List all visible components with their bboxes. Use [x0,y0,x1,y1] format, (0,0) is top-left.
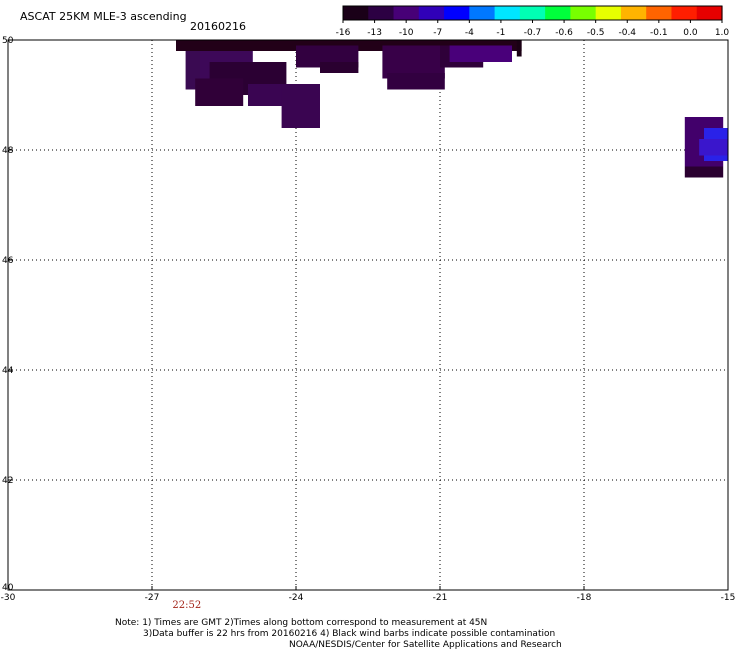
y-tick-label: 40 [2,583,14,593]
wind-cell [449,45,512,62]
y-tick-label: 48 [2,146,14,156]
colorbar-label: -10 [399,28,414,38]
colorbar-label: -0.6 [555,28,573,38]
colorbar-swatch [343,6,369,20]
note-line-1: Note: 1) Times are GMT 2)Times along bot… [115,618,487,628]
colorbar-label: 1.0 [715,28,730,38]
wind-cell [684,166,724,178]
colorbar-label: -4 [465,28,474,38]
wind-data-cells [176,40,728,178]
colorbar-label: 0.0 [683,28,698,38]
colorbar-swatch [368,6,395,20]
wind-cell [281,84,320,128]
colorbar-legend: -16 -13 -10 -7 -4 -1 -0.7 -0.6 -0.5 -0.4 -0.1 0.0 1.… [336,5,730,38]
x-tick-label: -15 [721,593,736,603]
map-title: ASCAT 25KM MLE-3 ascending [20,10,187,23]
x-tick-label: -18 [577,593,592,603]
colorbar-swatch [671,6,698,20]
x-tick-label: -30 [1,593,16,603]
colorbar-swatch [545,6,571,20]
colorbar-label: -7 [433,28,442,38]
y-tick-label: 42 [2,476,13,486]
colorbar-swatch [620,6,647,20]
credit-line: NOAA/NESDIS/Center for Satellite Applica… [289,640,562,650]
longitude-axis: -30 -27 -24 -21 -18 -15 [1,586,736,603]
wind-cell [699,139,728,156]
colorbar-swatch [696,6,723,20]
latitude-axis: 40 42 44 46 48 50 [2,36,14,593]
colorbar-swatch [494,6,521,20]
y-tick-label: 50 [2,36,14,46]
note-line-2: 3)Data buffer is 22 hrs from 20160216 4)… [143,629,555,639]
x-tick-label: -24 [289,593,304,603]
colorbar-label: -0.5 [587,28,605,38]
colorbar-label: -16 [336,28,351,38]
colorbar-swatch [393,6,420,20]
x-tick-label: -21 [433,593,448,603]
colorbar-swatch [595,6,622,20]
colorbar-label: -13 [367,28,382,38]
colorbar-label: -0.7 [524,28,542,38]
wind-cell [516,40,522,57]
y-tick-label: 46 [2,256,14,266]
y-tick-label: 44 [2,366,14,376]
wind-cell [320,62,359,73]
graticule-grid [8,40,728,590]
colorbar-label: -0.1 [650,28,668,38]
map-frame [7,39,729,591]
colorbar-label: -1 [496,28,505,38]
colorbar-label: -0.4 [618,28,636,38]
colorbar-swatch [646,6,673,20]
wind-cell [195,78,244,106]
wind-cell [387,73,445,90]
x-tick-label: -27 [145,593,160,603]
colorbar-swatch [469,6,496,20]
colorbar-swatch [444,6,470,20]
map-date: 20160216 [190,20,246,33]
colorbar-swatch [570,6,597,20]
time-marker: 22:52 [172,600,201,611]
colorbar-swatch [418,6,445,20]
wind-cell [248,84,292,106]
colorbar-swatch [519,6,546,20]
